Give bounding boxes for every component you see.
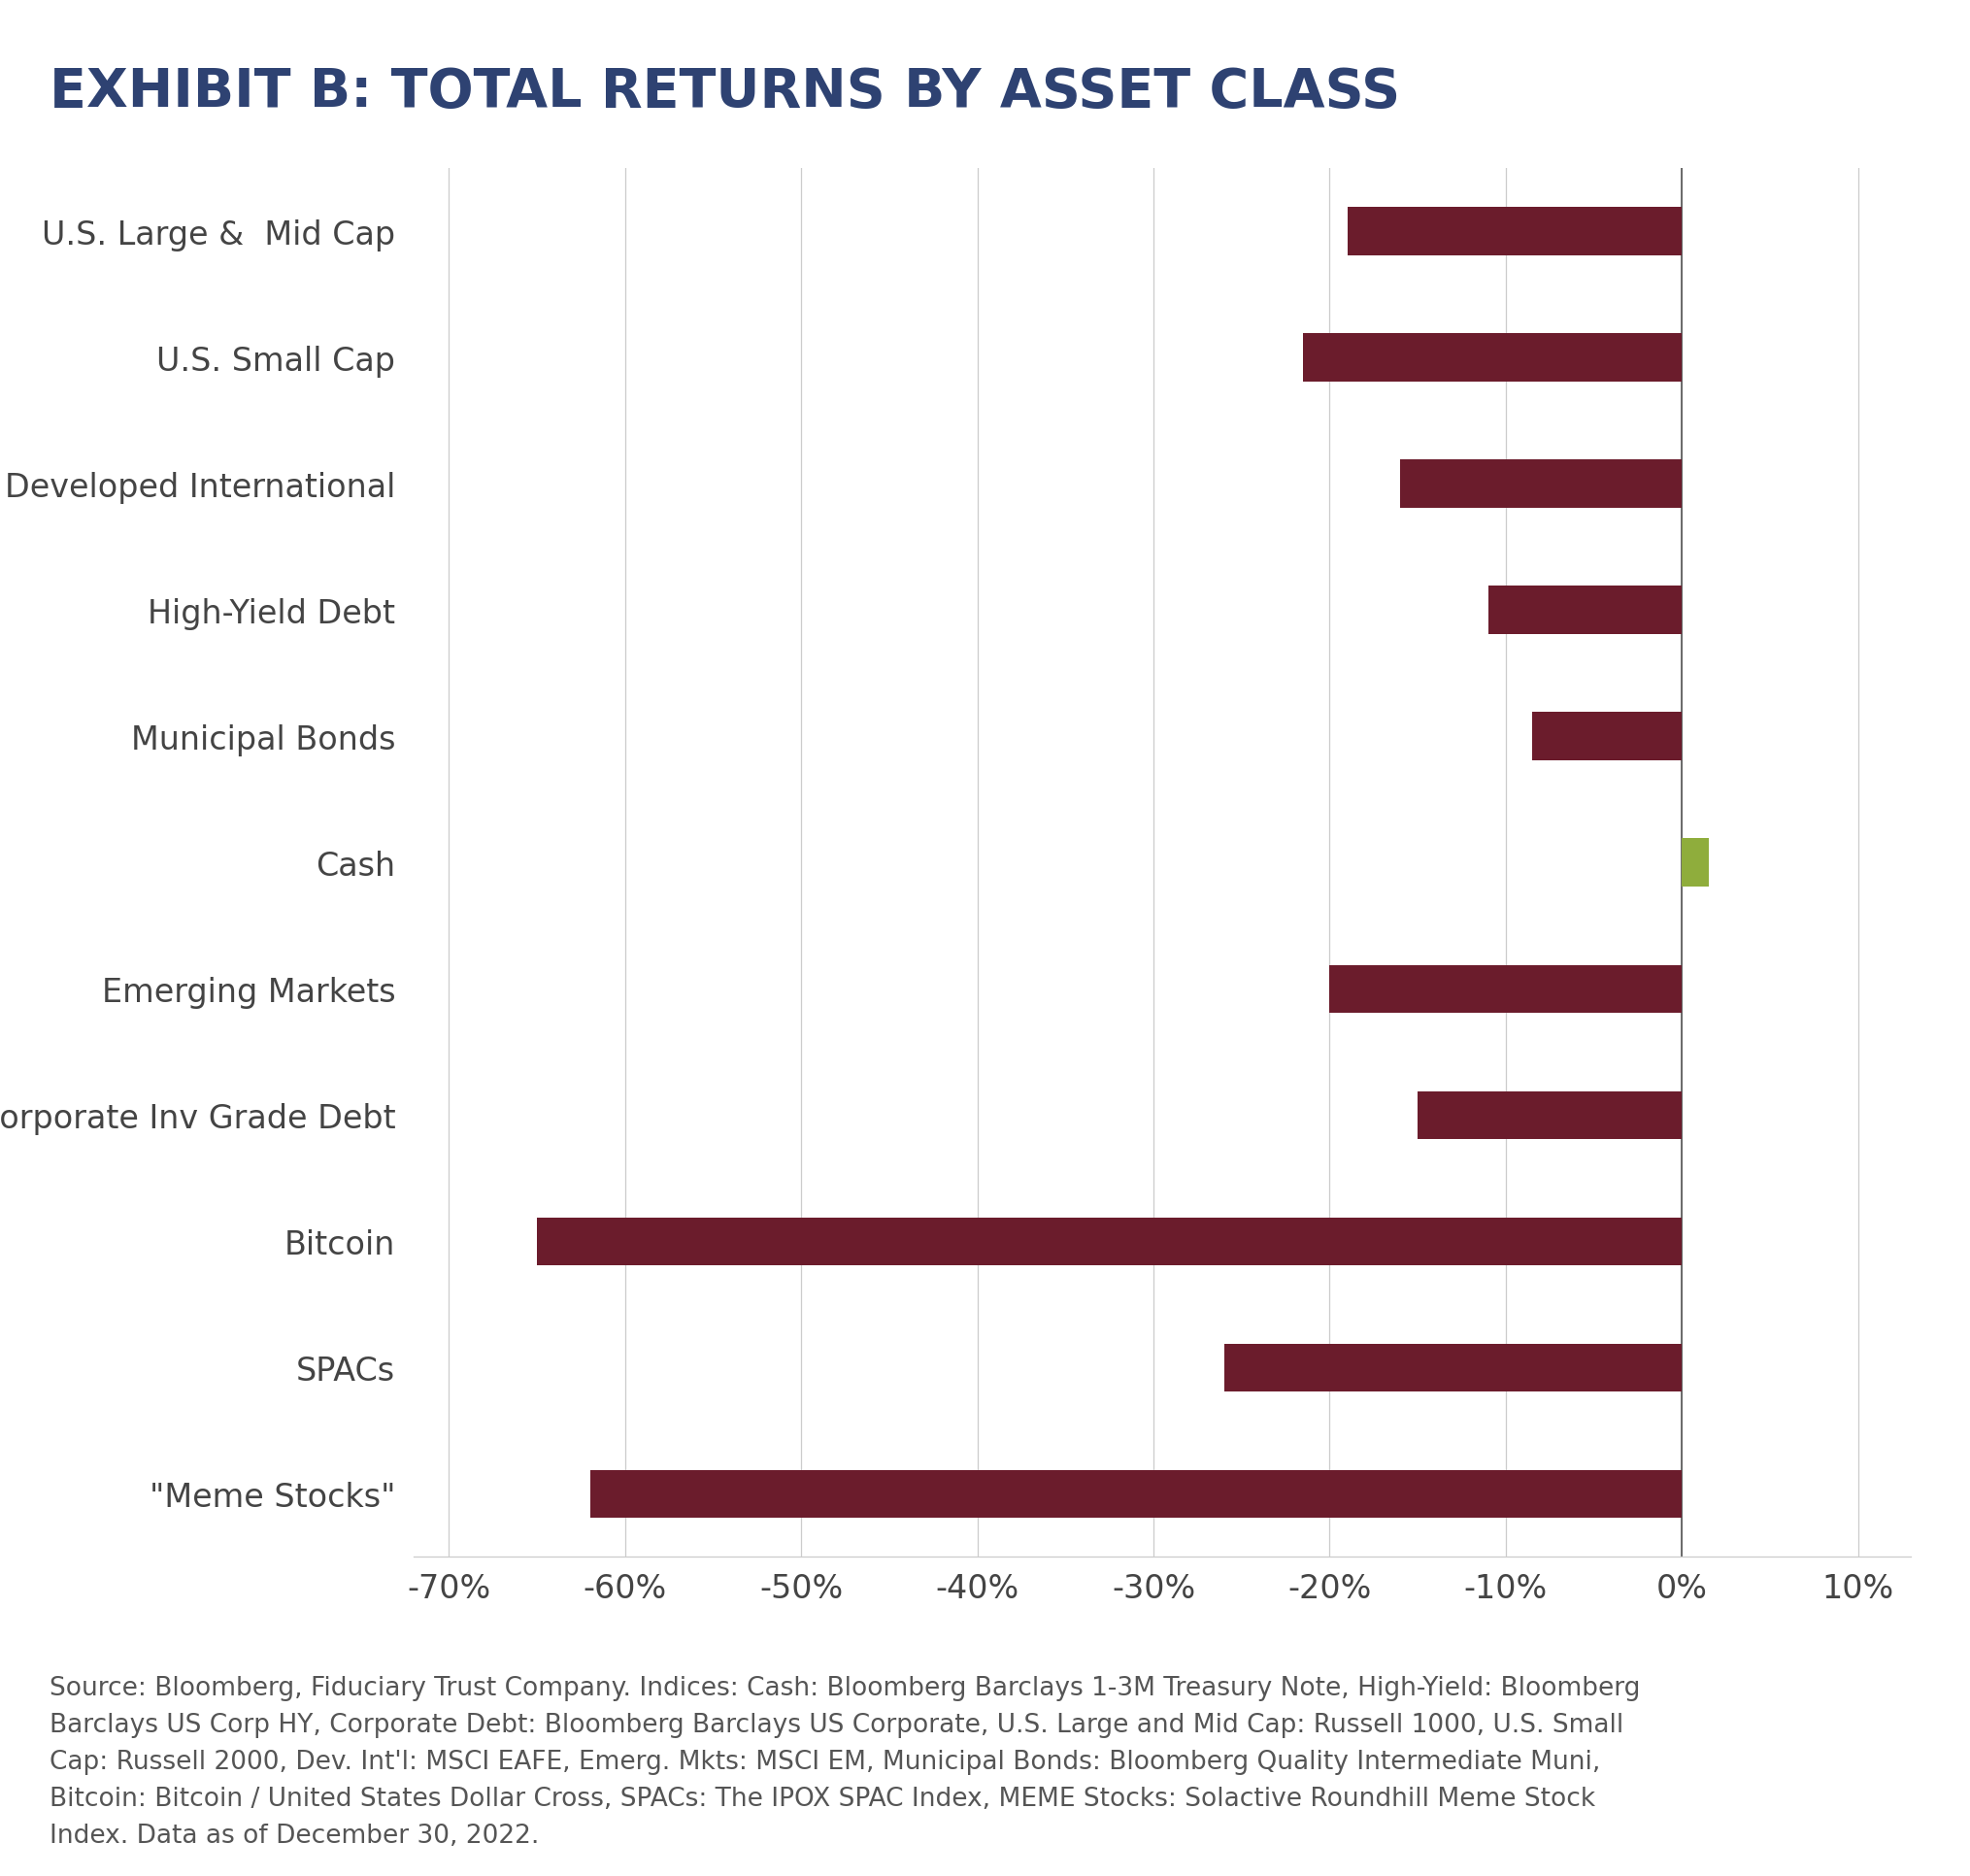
- Bar: [1533, 713, 1682, 762]
- Bar: [1401, 460, 1682, 508]
- Text: EXHIBIT B: TOTAL RETURNS BY ASSET CLASS: EXHIBIT B: TOTAL RETURNS BY ASSET CLASS: [49, 66, 1401, 118]
- Bar: [1330, 964, 1682, 1013]
- Bar: [1223, 1343, 1682, 1392]
- Bar: [589, 1471, 1682, 1518]
- Bar: [1418, 1092, 1682, 1139]
- Bar: [1304, 334, 1682, 383]
- Bar: [1682, 839, 1708, 887]
- Text: Source: Bloomberg, Fiduciary Trust Company. Indices: Cash: Bloomberg Barclays 1-: Source: Bloomberg, Fiduciary Trust Compa…: [49, 1675, 1639, 1848]
- Bar: [538, 1218, 1682, 1266]
- Bar: [1487, 587, 1682, 634]
- Bar: [1347, 208, 1682, 255]
